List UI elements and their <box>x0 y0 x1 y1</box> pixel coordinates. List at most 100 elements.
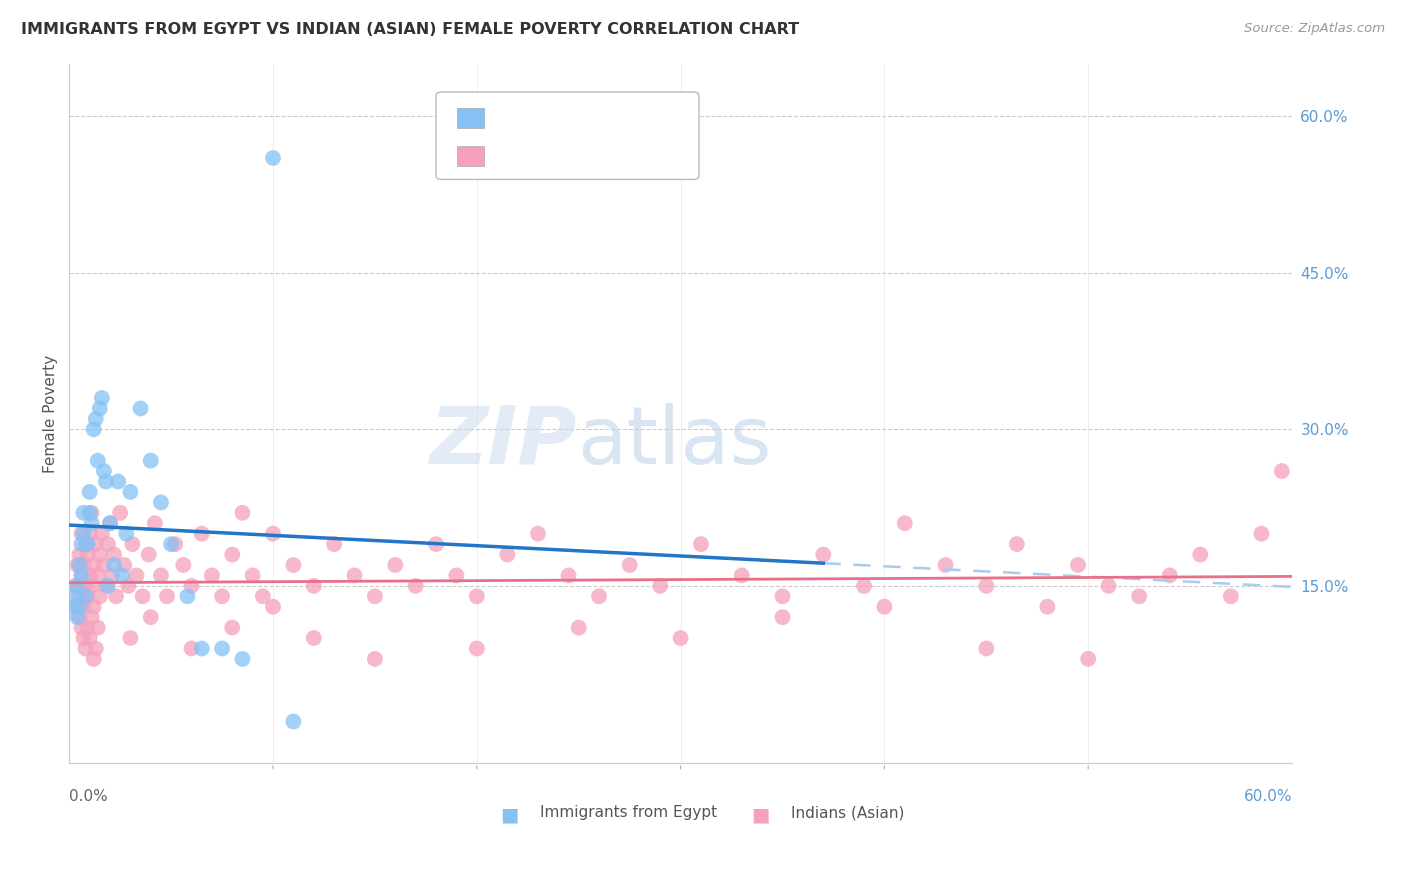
Point <box>262 151 284 165</box>
Text: R =: R = <box>494 111 527 126</box>
Point <box>62 599 84 614</box>
Y-axis label: Female Poverty: Female Poverty <box>44 354 58 473</box>
Text: N =: N = <box>585 148 628 163</box>
Point <box>156 589 179 603</box>
Point <box>67 599 90 614</box>
Point <box>172 558 194 572</box>
Point <box>1271 464 1294 478</box>
Point <box>568 621 591 635</box>
Point <box>772 610 794 624</box>
Point <box>231 506 253 520</box>
Point <box>66 610 89 624</box>
Point <box>131 589 153 603</box>
Point <box>262 599 284 614</box>
Point <box>1097 579 1119 593</box>
Point <box>242 568 264 582</box>
Point <box>75 537 97 551</box>
Point <box>103 548 125 562</box>
Text: IMMIGRANTS FROM EGYPT VS INDIAN (ASIAN) FEMALE POVERTY CORRELATION CHART: IMMIGRANTS FROM EGYPT VS INDIAN (ASIAN) … <box>21 22 799 37</box>
Text: Immigrants from Egypt: Immigrants from Egypt <box>540 805 717 821</box>
Point <box>1036 599 1059 614</box>
Point <box>87 621 110 635</box>
Point <box>588 589 610 603</box>
Point <box>75 579 97 593</box>
Point <box>103 558 125 572</box>
Point <box>98 516 121 531</box>
Point <box>465 589 488 603</box>
Point <box>121 537 143 551</box>
Point <box>405 579 427 593</box>
Point <box>66 599 89 614</box>
FancyBboxPatch shape <box>436 92 699 179</box>
Point <box>67 589 90 603</box>
Point <box>83 652 105 666</box>
Point <box>117 579 139 593</box>
Point <box>90 391 112 405</box>
Point <box>221 621 243 635</box>
Point <box>89 401 111 416</box>
Text: 60.0%: 60.0% <box>1243 789 1292 805</box>
Point <box>90 526 112 541</box>
Point <box>557 568 579 582</box>
FancyBboxPatch shape <box>457 108 484 128</box>
Point <box>70 568 93 582</box>
Point <box>65 589 87 603</box>
Text: 0.030: 0.030 <box>527 148 576 163</box>
Text: 0.251: 0.251 <box>527 111 576 126</box>
Text: ZIP: ZIP <box>429 402 576 481</box>
Point <box>262 526 284 541</box>
Point <box>107 475 129 489</box>
Text: atlas: atlas <box>576 402 770 481</box>
Text: ■: ■ <box>501 805 519 824</box>
Point <box>93 464 115 478</box>
Text: R =: R = <box>494 148 527 163</box>
Point <box>873 599 896 614</box>
Point <box>446 568 468 582</box>
Text: N =: N = <box>585 111 628 126</box>
Point <box>974 641 997 656</box>
Text: 0.0%: 0.0% <box>69 789 108 805</box>
Point <box>72 506 94 520</box>
Point <box>231 652 253 666</box>
Point <box>496 548 519 562</box>
Text: Source: ZipAtlas.com: Source: ZipAtlas.com <box>1244 22 1385 36</box>
Point <box>1189 548 1212 562</box>
Point <box>105 589 128 603</box>
Point <box>1159 568 1181 582</box>
Point <box>89 589 111 603</box>
Point <box>143 516 166 531</box>
Point <box>72 599 94 614</box>
Point <box>84 412 107 426</box>
Point <box>343 568 366 582</box>
Point <box>138 548 160 562</box>
Point <box>79 526 101 541</box>
Text: ■: ■ <box>751 805 769 824</box>
Point <box>93 558 115 572</box>
Point <box>120 484 142 499</box>
Point <box>94 579 117 593</box>
Point <box>101 568 124 582</box>
Point <box>79 568 101 582</box>
Point <box>83 422 105 436</box>
Point <box>669 631 692 645</box>
Point <box>72 526 94 541</box>
Point <box>112 558 135 572</box>
Point <box>75 641 97 656</box>
Point <box>974 579 997 593</box>
Point <box>1128 589 1150 603</box>
Point <box>87 568 110 582</box>
Point <box>67 558 90 572</box>
Point <box>302 631 325 645</box>
Point <box>79 506 101 520</box>
Point <box>66 558 89 572</box>
Point <box>115 526 138 541</box>
Point <box>190 526 212 541</box>
Point <box>180 579 202 593</box>
Point <box>83 558 105 572</box>
Point <box>527 526 550 541</box>
Point <box>1067 558 1090 572</box>
Point <box>97 537 120 551</box>
Point <box>67 548 90 562</box>
Point <box>76 589 98 603</box>
Point <box>190 641 212 656</box>
